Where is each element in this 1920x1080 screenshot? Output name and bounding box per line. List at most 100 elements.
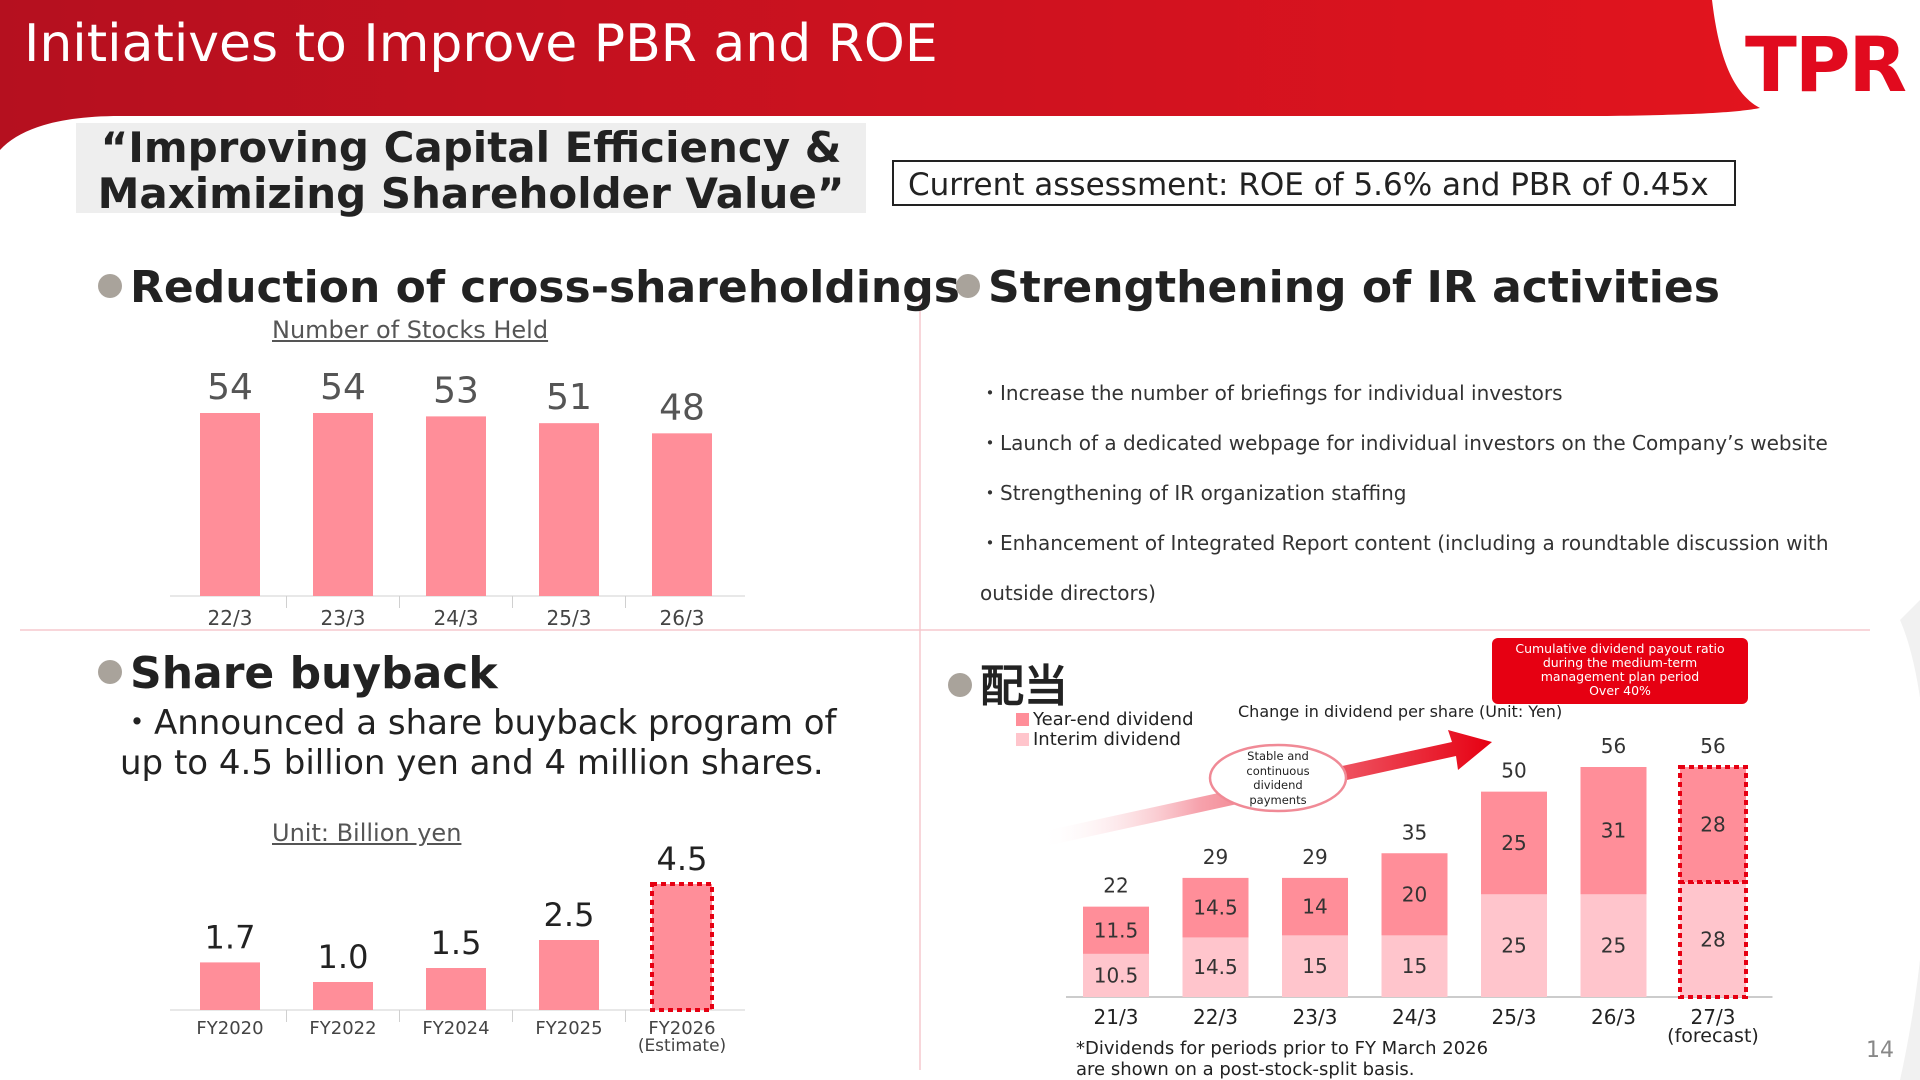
ir-activities-list: ・Increase the number of briefings for in…	[980, 368, 1840, 618]
ir-item: ・Enhancement of Integrated Report conten…	[980, 531, 1829, 555]
buyback-category-label: FY2025	[535, 1018, 602, 1039]
stocks-value-label: 53	[433, 370, 479, 411]
stocks-bar	[539, 423, 599, 596]
badge-line: management plan period	[1540, 669, 1700, 684]
page-title: Initiatives to Improve PBR and ROE	[24, 14, 938, 74]
year-end-value-label: 14.5	[1193, 896, 1238, 920]
payout-ratio-badge: Cumulative dividend payout ratio during …	[1492, 638, 1748, 704]
stocks-value-label: 54	[320, 367, 366, 408]
interim-dividend-bar	[1678, 880, 1748, 999]
stocks-bar	[652, 433, 712, 596]
buyback-value-label: 1.7	[205, 918, 256, 956]
interim-value-label: 25	[1601, 934, 1626, 958]
buyback-category-label: FY2022	[309, 1018, 376, 1039]
year-end-value-label: 31	[1601, 819, 1626, 843]
total-dividend-label: 29	[1203, 845, 1228, 869]
buyback-category-label: FY2026	[648, 1018, 715, 1039]
legend-year-end-label: Year-end dividend	[1033, 709, 1194, 730]
ir-activities-title-text: Strengthening of IR activities	[988, 262, 1720, 313]
year-end-value-label: 14	[1302, 895, 1327, 919]
total-dividend-label: 22	[1103, 874, 1128, 898]
buyback-bar	[539, 940, 599, 1010]
current-assessment: Current assessment: ROE of 5.6% and PBR …	[892, 160, 1736, 206]
buyback-bar	[200, 962, 260, 1010]
year-end-dividend-bar	[1182, 877, 1249, 938]
footnote-line-2: are shown on a post-stock-split basis.	[1076, 1059, 1415, 1080]
buyback-value-label: 1.0	[318, 938, 369, 976]
slogan-line-1: “Improving Capital Efficiency &	[100, 123, 842, 172]
bullet-dot-icon	[98, 274, 122, 298]
share-buyback-title: Share buyback	[98, 648, 498, 699]
total-dividend-label: 50	[1501, 759, 1526, 783]
year-end-value-label: 11.5	[1094, 918, 1139, 942]
dividend-category-label: 21/3	[1094, 1005, 1139, 1029]
share-buyback-title-text: Share buyback	[130, 648, 498, 699]
year-end-dividend-bar	[1282, 877, 1348, 936]
buyback-category-label: FY2024	[422, 1018, 489, 1039]
interim-dividend-bar	[1282, 935, 1348, 997]
dividend-category-label: 24/3	[1392, 1005, 1437, 1029]
stable-dividend-bubble	[1208, 743, 1348, 813]
ir-activities-title: Strengthening of IR activities	[956, 262, 1720, 313]
buyback-bar	[313, 982, 373, 1010]
share-buyback-description: ・Announced a share buyback program of up…	[120, 703, 880, 783]
footnote-line-1: *Dividends for periods prior to FY March…	[1076, 1038, 1489, 1059]
stocks-category-label: 26/3	[660, 606, 705, 630]
stocks-bar	[426, 416, 486, 596]
bubble-line: dividend	[1253, 778, 1302, 792]
year-end-dividend-bar	[1083, 906, 1149, 954]
legend-year-end: Year-end dividend	[1016, 710, 1194, 730]
bullet-dot-icon	[948, 673, 972, 697]
buyback-text-line-2: up to 4.5 billion yen and 4 million shar…	[120, 743, 824, 783]
cross-shareholdings-title-text: Reduction of cross-shareholdings	[130, 262, 960, 313]
stocks-category-label: 22/3	[208, 606, 253, 630]
bubble-line: Stable and	[1247, 749, 1309, 763]
bubble-line: payments	[1249, 793, 1306, 807]
legend-interim: Interim dividend	[1016, 730, 1194, 750]
interim-value-label: 15	[1302, 954, 1327, 978]
dividend-category-label: 27/3	[1691, 1005, 1736, 1029]
year-end-dividend-bar	[1678, 765, 1748, 884]
stocks-held-label: Number of Stocks Held	[272, 316, 549, 344]
year-end-dividend-bar	[1381, 853, 1448, 936]
ir-item: ・Strengthening of IR organization staffi…	[980, 481, 1407, 505]
stocks-value-label: 48	[659, 387, 705, 428]
interim-value-label: 25	[1501, 934, 1526, 958]
buyback-value-label: 1.5	[431, 924, 482, 962]
badge-line: Cumulative dividend payout ratio	[1515, 641, 1725, 656]
buyback-value-label: 2.5	[544, 896, 595, 934]
stocks-bar	[200, 413, 260, 596]
ir-item: ・Increase the number of briefings for in…	[980, 381, 1563, 405]
year-end-value-label: 25	[1501, 831, 1526, 855]
dividend-category-label: 23/3	[1293, 1005, 1338, 1029]
dividend-unit-label: Change in dividend per share (Unit: Yen)	[1238, 702, 1563, 721]
dividend-category-label: 26/3	[1591, 1005, 1636, 1029]
dividend-category-label: 22/3	[1193, 1005, 1238, 1029]
dividend-legend: Year-end dividend Interim dividend	[1016, 710, 1194, 750]
company-logo: TPR	[1745, 20, 1907, 109]
total-dividend-label: 35	[1402, 820, 1427, 844]
dividend-title: 配当	[948, 650, 1068, 714]
badge-line: during the medium-term	[1542, 655, 1698, 670]
buyback-unit-label: Unit: Billion yen	[272, 819, 462, 847]
interim-dividend-bar	[1580, 894, 1647, 997]
buyback-bar	[426, 968, 486, 1010]
year-end-value-label: 28	[1700, 813, 1725, 837]
buyback-bar	[650, 882, 714, 1012]
interim-dividend-bar	[1083, 953, 1149, 997]
dividend-title-text: 配当	[980, 661, 1068, 712]
total-dividend-label: 56	[1601, 734, 1626, 758]
slogan-box: “Improving Capital Efficiency & Maximizi…	[76, 123, 866, 217]
stocks-value-label: 51	[546, 377, 592, 418]
buyback-value-label: 4.5	[657, 840, 708, 878]
ir-item: outside directors)	[980, 581, 1156, 605]
legend-swatch	[1016, 712, 1029, 726]
buyback-text-line-1: ・Announced a share buyback program of	[120, 703, 837, 743]
legend-swatch	[1016, 732, 1029, 746]
year-end-value-label: 20	[1402, 882, 1427, 906]
